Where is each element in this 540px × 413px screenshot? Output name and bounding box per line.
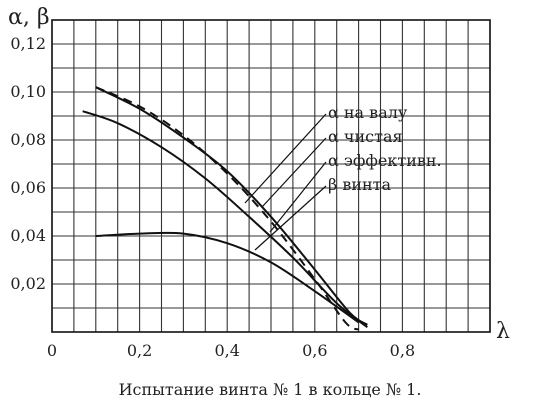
y-tick-label: 0,06 (10, 178, 46, 197)
x-tick-label: 0,6 (302, 341, 327, 360)
series-label: α эффективн. (328, 151, 442, 170)
y-tick-label: 0,10 (10, 82, 46, 101)
label-leader-line (261, 137, 327, 208)
x-tick-label: 0,2 (127, 341, 152, 360)
x-axis-title: λ (496, 319, 510, 344)
grid (51, 19, 491, 333)
plot-frame (51, 19, 491, 333)
series-group (82, 86, 368, 331)
label-leader-line (254, 185, 327, 251)
plot-border (51, 19, 491, 333)
series-line-alpha-shaft (95, 86, 368, 326)
x-tick-label: 0,8 (390, 341, 415, 360)
y-tick-label: 0,02 (10, 274, 46, 293)
series-label: α на валу (328, 103, 408, 122)
series-label: α чистая (328, 127, 403, 146)
series-line-alpha-effective (82, 110, 368, 328)
x-tick-label: 0 (47, 341, 57, 360)
series-labels: α на валу α чистая α эффективн. β винта (328, 103, 442, 194)
y-tick-label: 0,08 (10, 130, 46, 149)
y-tick-label: 0,04 (10, 226, 46, 245)
label-leaders (244, 113, 327, 251)
label-leader-line (244, 113, 327, 204)
chart-caption: Испытание винта № 1 в кольце № 1. (118, 380, 422, 399)
series-label: β винта (328, 175, 392, 194)
y-axis-title: α, β (8, 5, 50, 30)
label-leader-line (269, 161, 327, 233)
y-tick-label: 0,12 (10, 34, 46, 53)
tick-labels: 0 0,2 0,4 0,6 0,8 0,02 0,04 0,06 0,08 0,10 0,12 (10, 34, 415, 360)
series-line-beta (95, 231, 360, 324)
x-tick-label: 0,4 (214, 341, 239, 360)
